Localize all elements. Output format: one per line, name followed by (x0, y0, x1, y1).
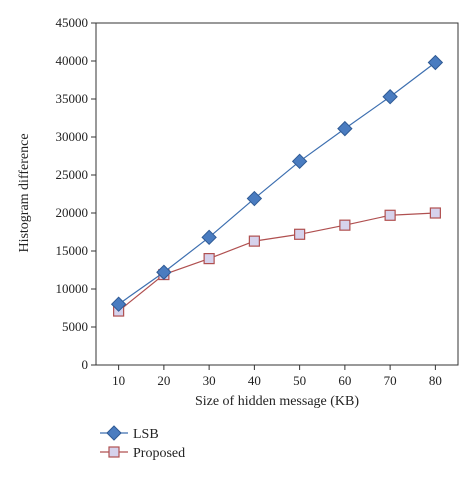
series-proposed (113, 207, 441, 317)
series-lsb (110, 54, 444, 312)
data-point-lsb (337, 120, 353, 137)
data-point-lsb (427, 54, 444, 71)
plot-area (95, 22, 459, 366)
series-line-lsb (118, 62, 436, 305)
x-tick-label: 20 (157, 373, 170, 388)
x-tick-label: 60 (338, 373, 351, 388)
legend: LSB Proposed (100, 425, 185, 461)
y-tick-label: 15000 (56, 243, 89, 258)
legend-label: Proposed (133, 446, 185, 461)
data-point-proposed (294, 228, 306, 240)
y-tick-label: 20000 (56, 205, 89, 220)
plot-frame (95, 22, 459, 366)
x-tick-label: 30 (203, 373, 216, 388)
legend-marker (108, 446, 120, 458)
y-tick-label: 45000 (56, 15, 89, 30)
legend-marker (106, 425, 122, 441)
x-axis-ticks: 10 20 30 40 50 60 70 80 (112, 365, 442, 388)
y-tick-label: 35000 (56, 91, 89, 106)
series-line-proposed (118, 212, 436, 312)
y-tick-label: 10000 (56, 281, 89, 296)
y-axis-label: Histogram difference (17, 133, 32, 252)
data-point-proposed (429, 207, 441, 219)
data-point-proposed (384, 209, 396, 221)
data-point-lsb (382, 89, 398, 105)
y-tick-label: 25000 (56, 167, 89, 182)
data-point-lsb (201, 229, 217, 246)
y-tick-label: 5000 (62, 319, 88, 334)
data-point-lsb (291, 153, 308, 170)
x-tick-label: 50 (293, 373, 306, 388)
x-tick-label: 10 (112, 373, 125, 388)
y-tick-label: 40000 (56, 53, 89, 68)
legend-label: LSB (133, 427, 159, 442)
data-point-proposed (248, 235, 260, 247)
data-point-lsb (110, 296, 127, 312)
data-point-lsb (246, 190, 263, 207)
y-tick-label: 30000 (56, 129, 89, 144)
x-tick-label: 70 (384, 373, 397, 388)
legend-item-proposed: Proposed (100, 446, 185, 461)
legend-item-lsb: LSB (100, 425, 159, 442)
data-point-lsb (156, 264, 172, 280)
data-point-proposed (339, 219, 351, 231)
x-tick-label: 40 (248, 373, 261, 388)
y-tick-label: 0 (82, 357, 89, 372)
y-axis-ticks: 0 5000 10000 15000 20000 25000 30000 35000 40000… (56, 15, 96, 372)
series-layer (110, 54, 444, 317)
data-point-proposed (203, 253, 215, 265)
x-axis-label: Size of hidden message (KB) (195, 394, 359, 409)
x-tick-label: 80 (429, 373, 442, 388)
